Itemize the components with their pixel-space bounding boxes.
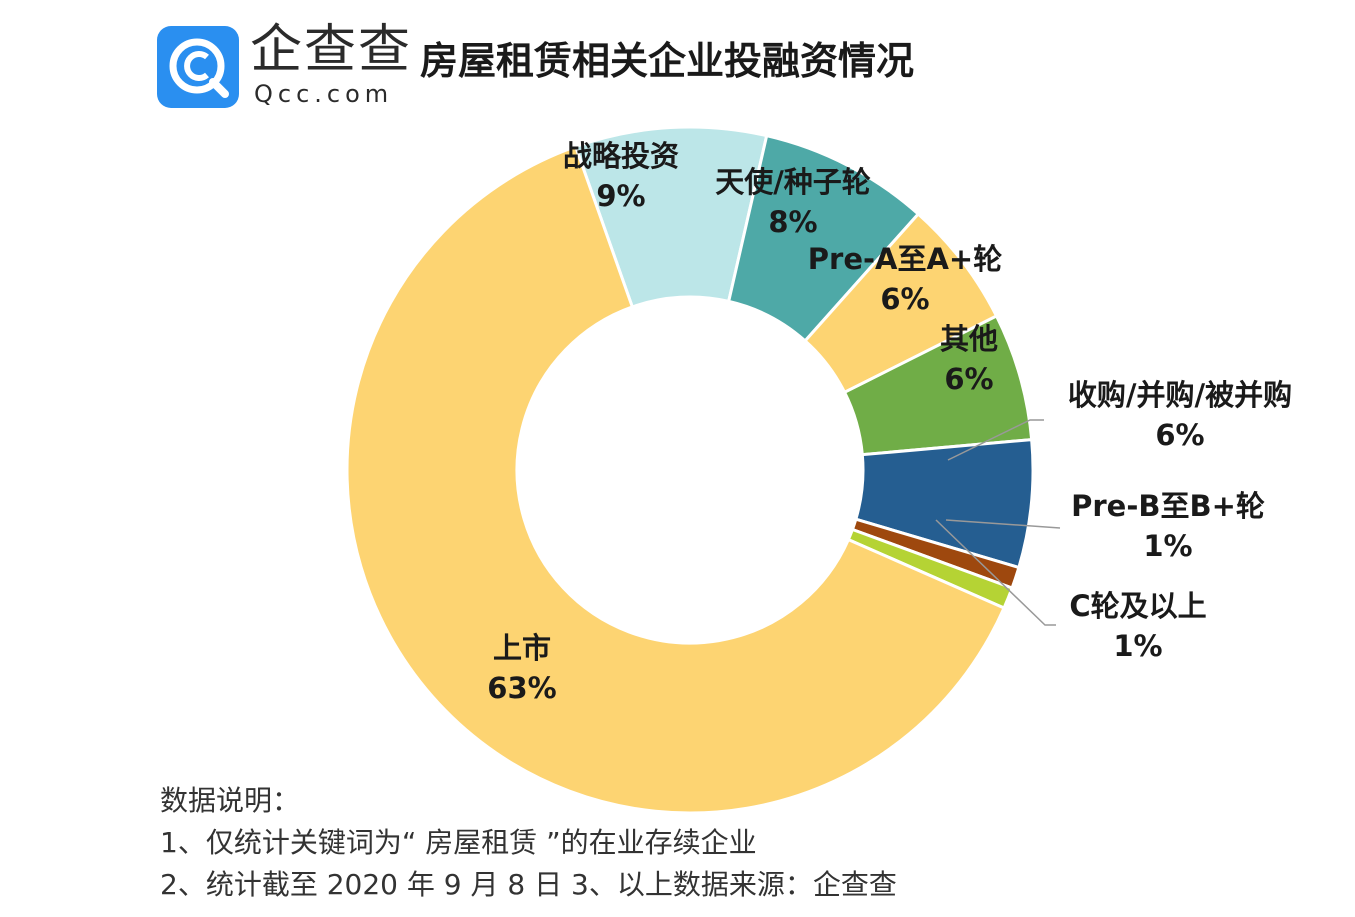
notes-line-2: 2、统计截至 2020 年 9 月 8 日 3、以上数据来源：企查查 [160,868,897,901]
slice-label-2: 天使/种子轮 [715,165,871,199]
slice-value-8: 63% [487,671,556,705]
slice-label-5: 收购/并购/被并购 [1068,378,1292,412]
leader-line-5 [947,419,1044,461]
slice-value-7: 1% [1113,629,1162,663]
logo-name: 企查查 [250,20,413,80]
slice-value-2: 8% [768,205,817,239]
slice-value-5: 6% [1155,418,1204,452]
slice-value-1: 9% [596,179,645,213]
leader-line-7 [935,519,1056,626]
slice-label-7: C轮及以上 [1069,589,1206,623]
slice-label-3: Pre-A至A+轮 [808,242,1002,276]
slice-value-3: 6% [880,282,929,316]
notes-heading: 数据说明： [160,784,301,817]
slice-value-4: 6% [944,362,993,396]
notes-line-1: 1、仅统计关键词为“ 房屋租赁 ”的在业存续企业 [160,826,757,859]
logo-domain: Qcc.com [254,80,394,108]
data-notes: 数据说明： 1、仅统计关键词为“ 房屋租赁 ”的在业存续企业 2、统计截至 20… [160,780,897,906]
slice-label-8: 上市 [493,631,551,665]
slice-label-6: Pre-B至B+轮 [1071,489,1265,523]
slice-label-1: 战略投资 [563,139,679,173]
slice-label-4: 其他 [940,322,998,356]
logo-icon [157,26,239,108]
leader-line-6 [945,519,1061,529]
page-title: 房屋租赁相关企业投融资情况 [420,39,915,83]
slice-value-6: 1% [1143,529,1192,563]
slice-8 [345,144,1007,815]
